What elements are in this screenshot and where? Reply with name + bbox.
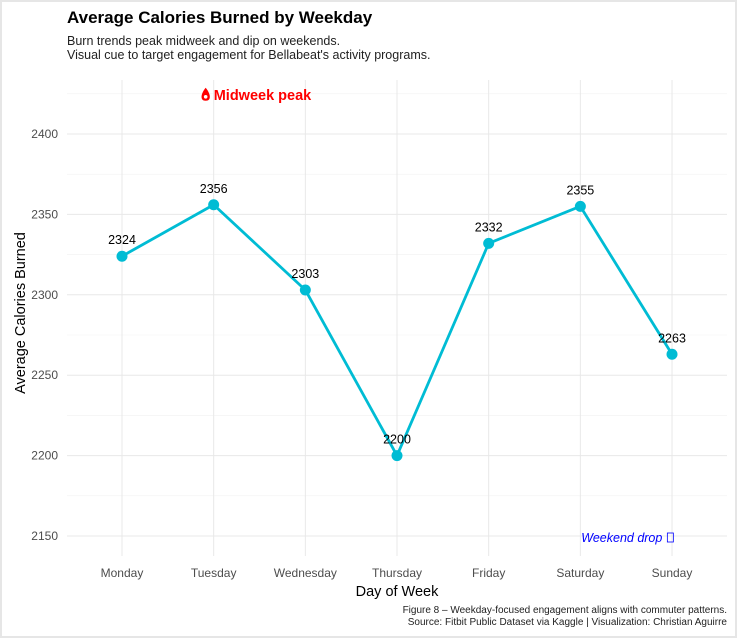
y-tick-label: 2250 bbox=[31, 368, 58, 382]
data-label: 2200 bbox=[383, 433, 411, 447]
annotation-text: Weekend drop bbox=[581, 531, 662, 545]
data-point bbox=[116, 250, 128, 262]
x-tick-label: Saturday bbox=[556, 566, 604, 580]
y-axis-title: Average Calories Burned bbox=[13, 232, 29, 394]
chart-title: Average Calories Burned by Weekday bbox=[67, 8, 373, 27]
chart-caption: Figure 8 – Weekday-focused engagement al… bbox=[403, 605, 727, 629]
x-tick-label: Monday bbox=[101, 566, 144, 580]
data-point bbox=[483, 237, 495, 249]
x-tick-label: Friday bbox=[472, 566, 505, 580]
data-label: 2356 bbox=[200, 182, 228, 196]
data-point bbox=[666, 348, 678, 360]
y-tick-label: 2350 bbox=[31, 207, 58, 221]
x-tick-label: Tuesday bbox=[191, 566, 237, 580]
caption-line: Figure 8 – Weekday-focused engagement al… bbox=[402, 605, 727, 616]
fire-icon bbox=[201, 87, 210, 101]
data-point bbox=[391, 450, 403, 462]
x-tick-label: Thursday bbox=[372, 566, 422, 580]
data-label: 2332 bbox=[475, 220, 503, 234]
caption-line: Source: Fitbit Public Dataset via Kaggle… bbox=[407, 617, 727, 628]
data-point bbox=[574, 200, 586, 212]
data-label: 2355 bbox=[566, 183, 594, 197]
data-point bbox=[299, 284, 311, 296]
annotation-text: Midweek peak bbox=[206, 88, 313, 104]
y-tick-label: 2150 bbox=[31, 529, 58, 543]
x-tick-label: Wednesday bbox=[274, 566, 337, 580]
data-point bbox=[208, 199, 220, 211]
y-tick-label: 2400 bbox=[31, 127, 58, 141]
x-tick-label: Sunday bbox=[652, 566, 693, 580]
x-axis-title: Day of Week bbox=[356, 584, 439, 600]
subtitle-line: Burn trends peak midweek and dip on week… bbox=[67, 34, 341, 48]
fire-icon-core bbox=[203, 95, 208, 99]
data-label: 2303 bbox=[291, 267, 319, 281]
data-label: 2263 bbox=[658, 331, 686, 345]
y-tick-label: 2200 bbox=[31, 449, 58, 463]
y-tick-label: 2300 bbox=[31, 288, 58, 302]
data-label: 2324 bbox=[108, 233, 136, 247]
missing-glyph-icon bbox=[666, 532, 674, 543]
subtitle-line: Visual cue to target engagement for Bell… bbox=[67, 48, 431, 62]
chart-subtitle: Burn trends peak midweek and dip on week… bbox=[67, 34, 430, 62]
